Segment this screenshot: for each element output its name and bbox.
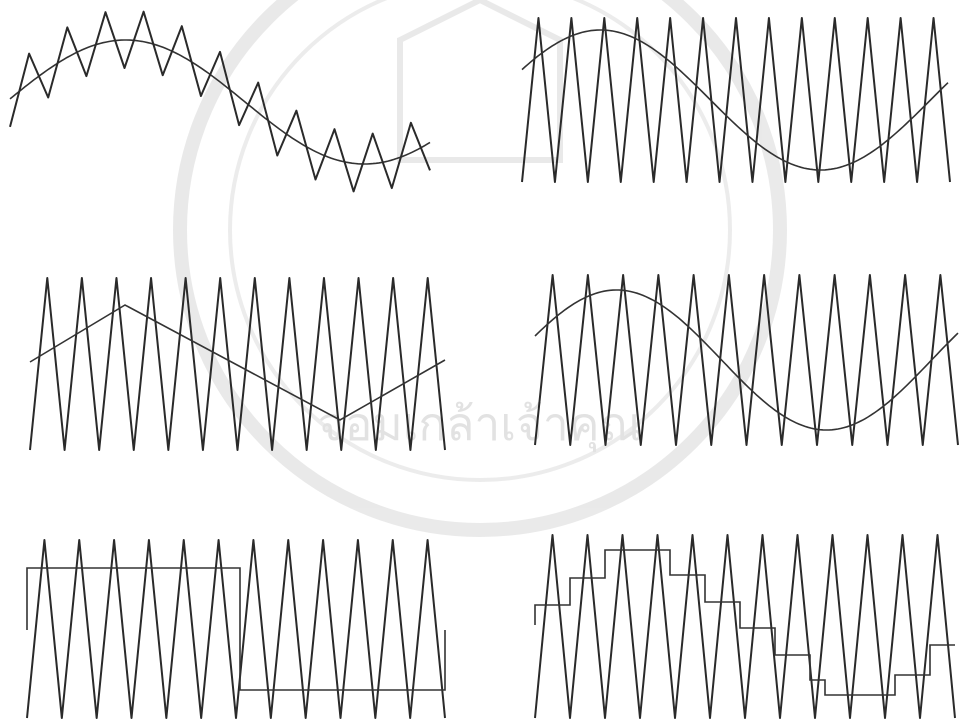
square-reference <box>27 568 445 690</box>
waveforms <box>10 12 958 718</box>
carrier-wave <box>522 18 950 182</box>
sine-reference <box>522 30 948 170</box>
sine-reference <box>10 40 430 164</box>
carrier-wave <box>27 540 445 718</box>
staircase-reference <box>535 550 955 695</box>
carrier-wave <box>535 535 955 718</box>
page: จอมเกล้าเจ้าคุณ (() => { const data = JS… <box>0 0 961 723</box>
watermark-emblem <box>400 0 560 160</box>
waveform-figure: จอมเกล้าเจ้าคุณ <box>0 0 961 723</box>
